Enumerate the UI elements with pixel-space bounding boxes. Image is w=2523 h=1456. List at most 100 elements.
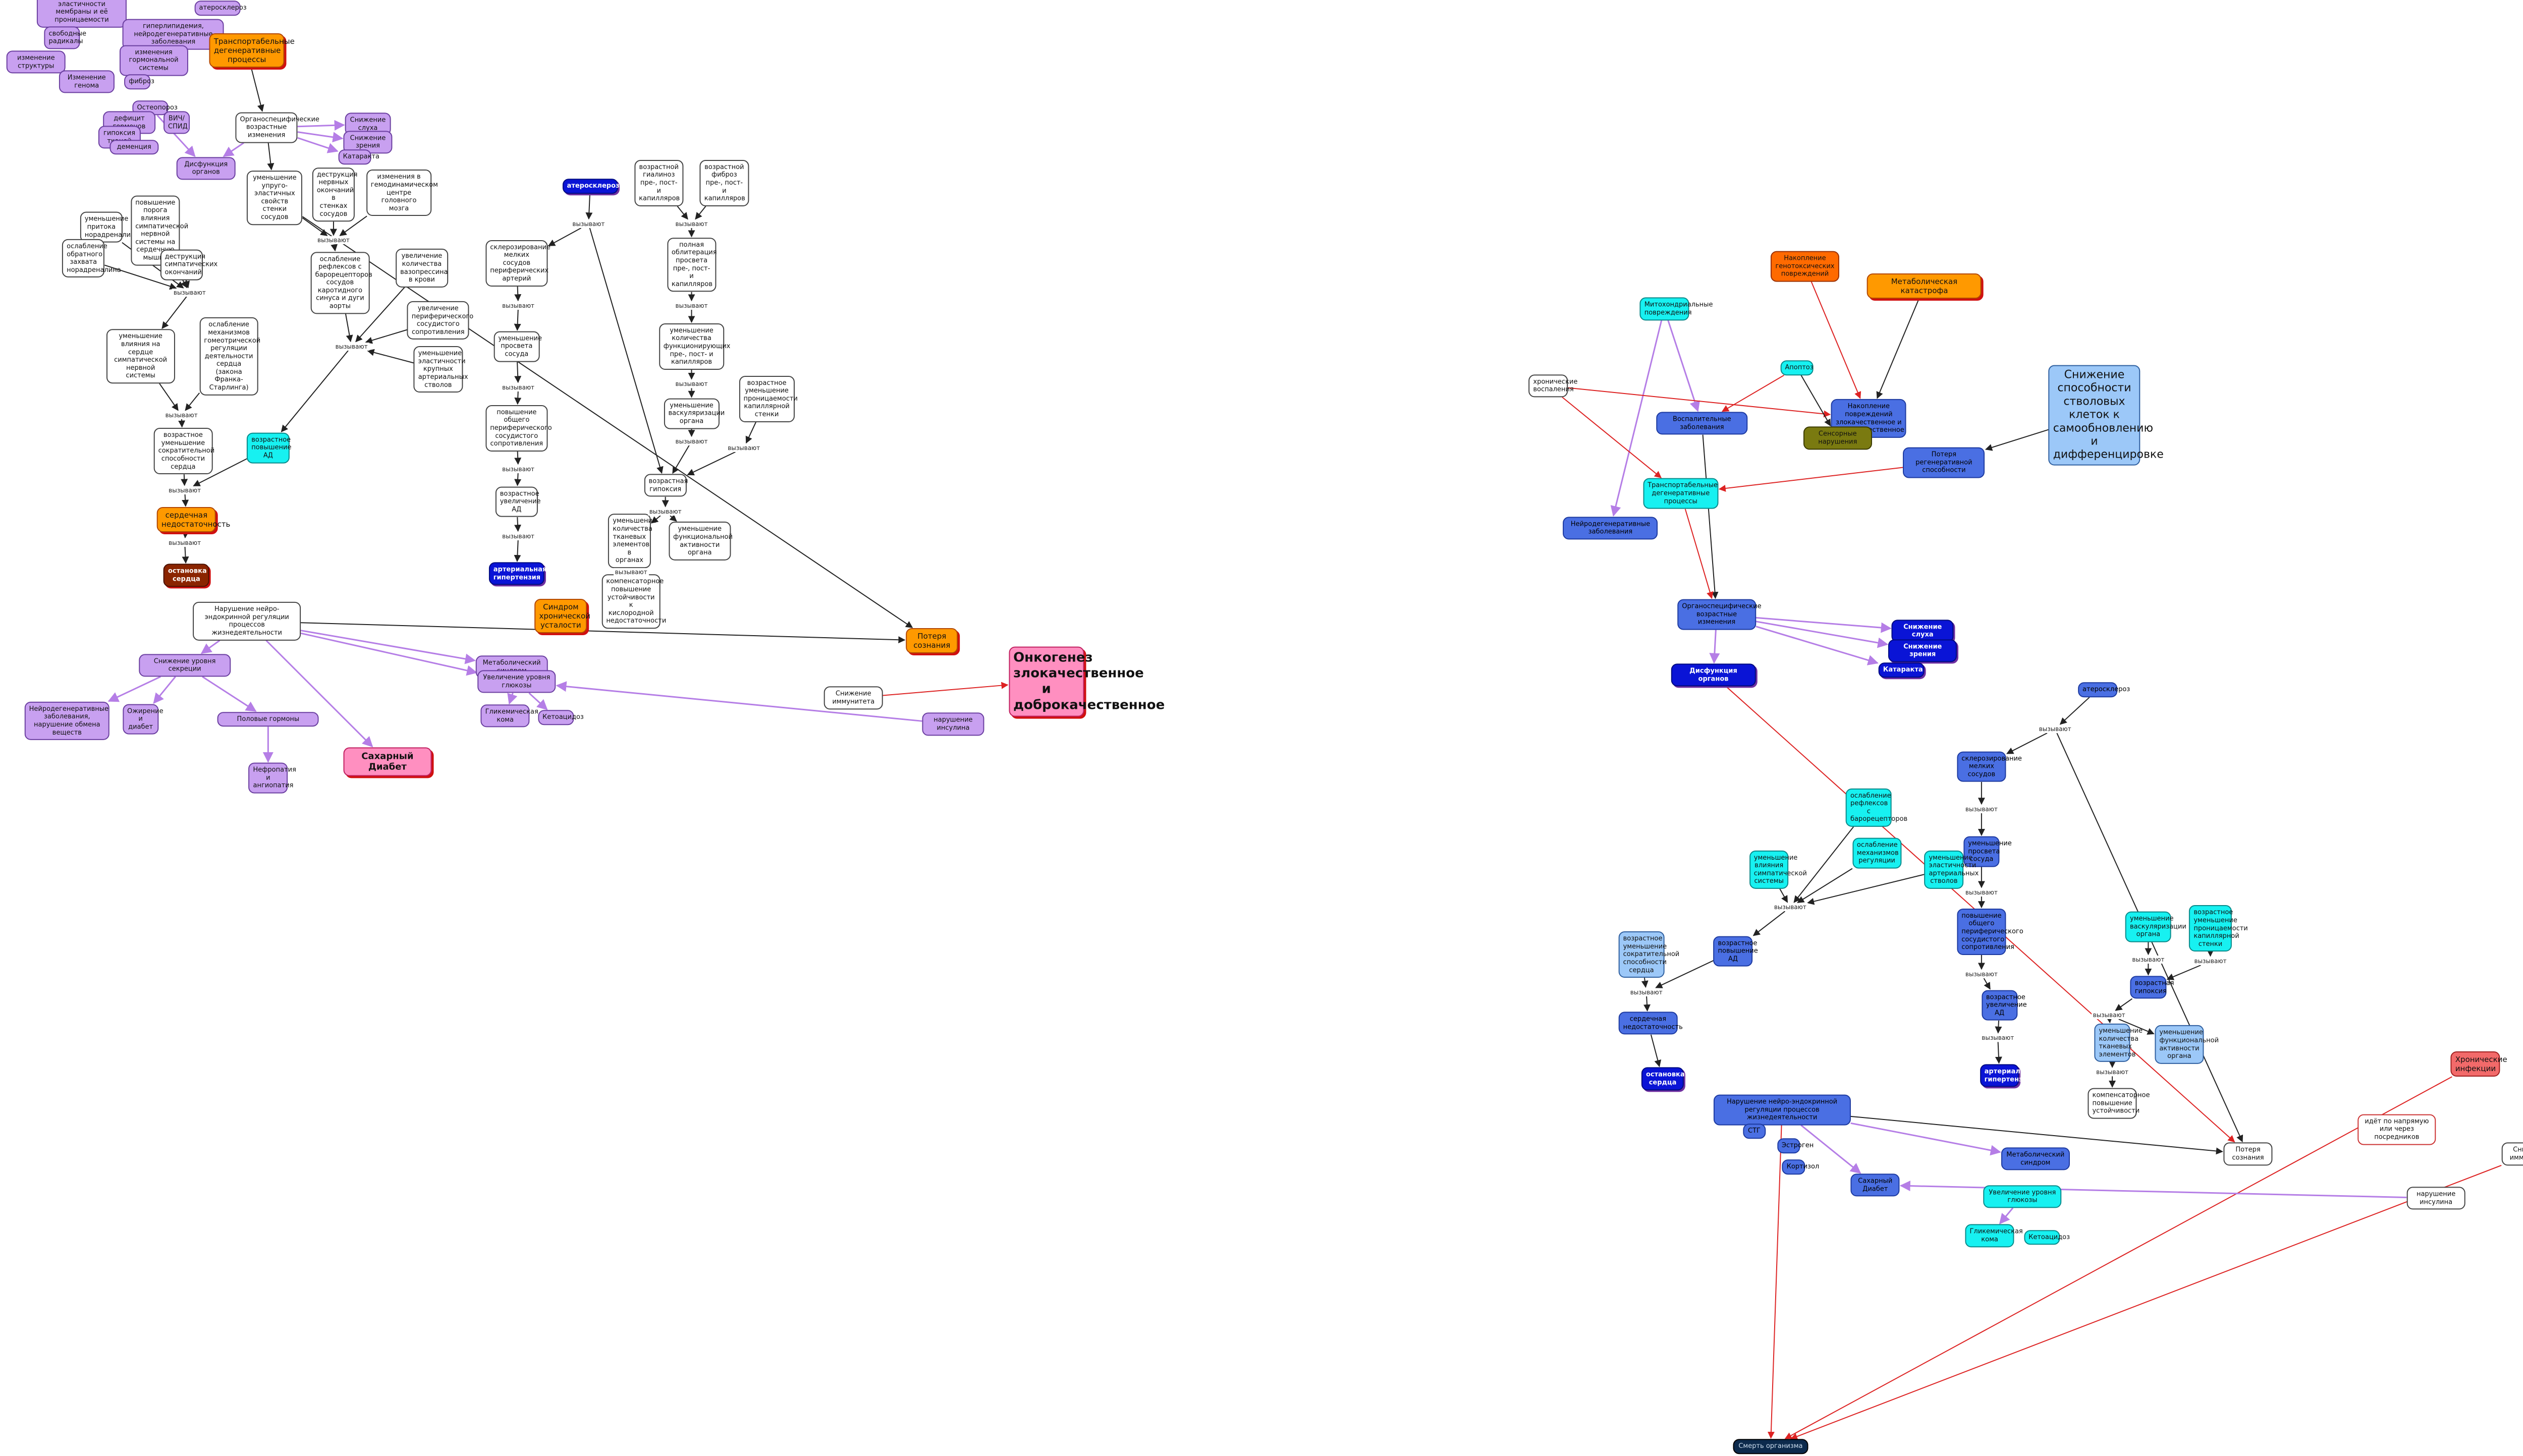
edge: [1721, 374, 1785, 412]
node: ослабление механизмов гомеотрической рег…: [199, 317, 260, 396]
node: уменьшение упруго-эластичных свойств сте…: [247, 171, 303, 225]
node: Метаболический синдром: [2001, 1147, 2070, 1170]
edge: [677, 206, 688, 220]
edge: [153, 676, 176, 704]
node: Нефропатия и ангиопатия: [248, 762, 296, 794]
node: возрастное уменьшение сократительной спо…: [1618, 931, 1679, 978]
edge: [1568, 387, 1831, 418]
node: уменьшение функциональной активности орг…: [2155, 1025, 2219, 1064]
edge: [267, 142, 275, 171]
node: уменьшение эластичности артериальных ств…: [1924, 850, 1979, 889]
edge: [1643, 996, 1651, 1012]
edge: [281, 350, 349, 432]
node: Увеличение уровня глюкозы: [477, 670, 556, 693]
node: ослабление обратного захвата норадренали…: [62, 239, 121, 278]
node: Катаракта: [338, 149, 379, 164]
link-label: вызывают: [167, 486, 203, 494]
edge: [672, 445, 690, 474]
node: уменьшение количества функционирующих пр…: [659, 323, 730, 370]
edge: [507, 693, 518, 705]
link-label: вызывают: [163, 411, 199, 419]
node: ослабление рефлексов с барорецепторов: [1845, 788, 1907, 827]
link-label: вызывают: [501, 532, 536, 540]
edge: [1562, 397, 1662, 478]
edge: [181, 474, 188, 486]
link-label: вызывают: [2037, 725, 2073, 734]
node: Снижение иммунитета: [2501, 1142, 2523, 1166]
node: деструкция симпатических окончаний: [160, 249, 217, 281]
node: ВИЧ/СПИД: [163, 111, 190, 134]
edge: [300, 632, 478, 676]
edge: [1800, 1125, 1861, 1174]
edge: [355, 287, 405, 343]
node: Хронические инфекции: [2450, 1051, 2507, 1077]
node: Эстроген: [1777, 1138, 1814, 1154]
node: атеросклероз: [194, 1, 247, 16]
node: Нейродегенеративные заболевания: [1563, 516, 1658, 540]
link-label: вызывают: [315, 236, 351, 245]
edge: [514, 362, 522, 383]
node: уменьшение влияния на сердце симпатическ…: [106, 329, 175, 384]
edge: [1850, 1122, 2001, 1156]
node: Половые гормоны: [217, 711, 319, 727]
node: Нейродегенеративные заболевания, нарушен…: [24, 701, 110, 741]
node: ослабление механизмов регуляции: [1852, 837, 1902, 869]
node: компенсаторное повышение устойчивости к …: [601, 574, 666, 629]
link-label: вызывают: [2095, 1068, 2130, 1077]
node: Нарушение нейро-эндокринной регуляции пр…: [193, 602, 301, 641]
node: остановка сердца: [163, 564, 209, 587]
node: Сахарный Диабет: [1850, 1173, 1900, 1197]
node: Смерть организма: [1733, 1439, 1808, 1454]
node: фиброз: [124, 74, 154, 89]
node: возрастная гипоксия: [644, 474, 688, 497]
edge: [1800, 375, 1831, 427]
node: возрастное увеличение АД: [495, 486, 540, 518]
node: Транспортабельные дегенеративные процесс…: [1643, 478, 1719, 509]
node: Потеря сознания: [905, 628, 958, 654]
edge: [300, 630, 476, 664]
node: Метаболическая катастрофа: [1867, 273, 1982, 299]
node: Транспортабельные дегенеративные процесс…: [209, 33, 295, 68]
node: Апоптоз: [1780, 360, 1814, 375]
node: Дисфункция органов: [1671, 663, 1756, 687]
node: уменьшение эластичности крупных артериал…: [413, 346, 468, 393]
node: Митохондриальные повреждения: [1639, 297, 1713, 320]
edge: [1650, 1034, 1662, 1068]
edge: [514, 309, 521, 331]
edge: [1756, 617, 1892, 633]
node: Потеря регенеративной способности: [1903, 447, 1985, 478]
node: уменьшение количества тканевых элементов…: [608, 514, 656, 569]
edge: [1655, 960, 1714, 988]
link-label: вызывают: [501, 301, 536, 310]
edge: [104, 264, 177, 290]
node: Кетоацидоз: [2024, 1229, 2070, 1245]
edge: [297, 137, 339, 153]
node: Сенсорные нарушения: [1803, 426, 1872, 450]
node: возрастной фиброз пре-, пост- и капилляр…: [699, 159, 749, 206]
edge: [345, 313, 353, 343]
node: возрастной гиалиноз пре-, пост- и капилл…: [634, 159, 684, 206]
node: СТГ: [1742, 1124, 1766, 1139]
edge: [297, 120, 345, 131]
edge: [1793, 826, 1854, 903]
link-label: вызывают: [674, 380, 709, 388]
edge: [528, 692, 548, 710]
edge: [589, 228, 664, 474]
edge: [1667, 320, 1700, 412]
node: уменьшение притока норадреналина: [80, 211, 139, 243]
node: ослабление рефлексов с барорецепторов со…: [310, 251, 372, 314]
edge: [556, 681, 922, 722]
node: компенсаторное повышение устойчивости: [2088, 1088, 2150, 1119]
edge: [1784, 1076, 2452, 1439]
node: Органоспецифические возрастные изменения: [1677, 599, 1762, 630]
edge: [695, 206, 706, 220]
edge: [2118, 1019, 2155, 1035]
link-label: вызывают: [172, 288, 207, 297]
edge: [1767, 1125, 1782, 1439]
node: Органоспецифические возрастные изменения: [235, 112, 319, 143]
node: уменьшение просвета сосуда: [493, 331, 542, 362]
node: хронические воспаления: [1528, 374, 1577, 398]
node: Накопление генотоксических повреждений: [1770, 251, 1839, 282]
edge: [2059, 697, 2090, 725]
